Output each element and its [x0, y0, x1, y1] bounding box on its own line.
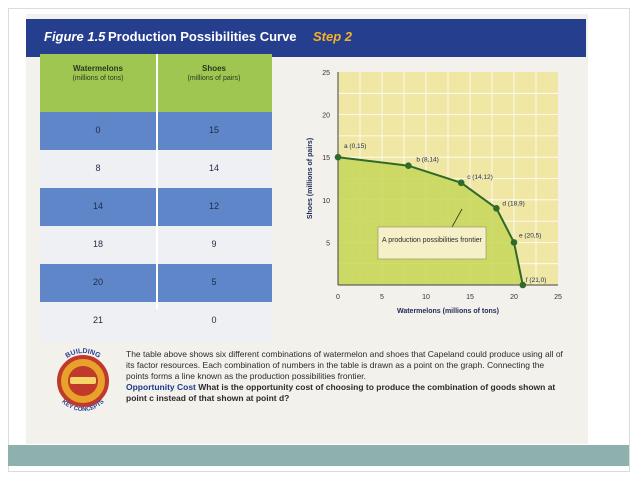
data-point: [510, 239, 518, 246]
y-tick-label: 10: [322, 198, 330, 205]
x-tick-label: 5: [380, 294, 384, 301]
annotation-pointer: [451, 208, 463, 228]
cell-watermelons: 0: [95, 125, 101, 135]
header-shoes-unit: (millions of pairs): [187, 75, 241, 82]
point-label: f (21,0): [526, 277, 547, 284]
cell-shoes: 9: [211, 239, 217, 249]
caption-body: The table above shows six different comb…: [126, 349, 563, 381]
x-tick-label: 15: [466, 294, 474, 301]
ppf-chart: 0 5 10 15 20 25 5 10 15 20 25 a (0,15) b (8,14) c (1…: [307, 70, 562, 315]
y-tick-label: 15: [322, 155, 330, 162]
caption: The table above shows six different comb…: [126, 349, 566, 404]
y-tick-label: 25: [322, 70, 330, 77]
data-point: [457, 179, 465, 187]
point-label: c (14,12): [467, 174, 493, 181]
ppf-curve: [337, 156, 524, 286]
x-tick-label: 25: [554, 294, 562, 301]
data-points: a (0,15) b (8,14) c (14,12) d (18,9) e (20,5…: [334, 143, 547, 289]
question-label: Opportunity Cost: [126, 382, 196, 392]
x-tick-label: 10: [422, 294, 430, 301]
figure-title: Production Possibilities Curve: [108, 29, 297, 44]
slide-footer-band: [8, 445, 629, 466]
annotation-text: A production possibilities frontier: [382, 237, 483, 244]
cell-shoes: 14: [208, 163, 219, 173]
data-point: [334, 153, 342, 161]
annotation: A production possibilities frontier: [377, 208, 487, 260]
cell-shoes: 15: [208, 125, 219, 135]
y-axis-label: Shoes (millions of pairs): [307, 138, 314, 219]
figure-step: Step 2: [313, 29, 353, 44]
header-watermelons-unit: (millions of tons): [72, 75, 124, 82]
header-shoes: Shoes (millions of pairs): [156, 64, 272, 84]
textbook-page: Figure 1.5 Production Possibilities Curv…: [26, 14, 588, 444]
x-axis-label: Watermelons (millions of tons): [397, 308, 499, 315]
figure-label: Figure 1.5: [44, 29, 106, 44]
x-tick-label: 0: [336, 294, 340, 301]
cell-shoes: 0: [211, 315, 217, 325]
cell-watermelons: 21: [92, 315, 103, 325]
cell-shoes: 12: [208, 201, 219, 211]
cell-watermelons: 8: [95, 163, 101, 173]
figure-header: Figure 1.5 Production Possibilities Curv…: [26, 19, 586, 57]
header-shoes-title: Shoes: [201, 64, 226, 73]
cell-shoes: 5: [211, 277, 217, 287]
building-key-concepts-badge: BUILDING KEY CONCEPTS: [57, 348, 109, 413]
cell-watermelons: 18: [92, 239, 103, 249]
cell-watermelons: 20: [92, 277, 103, 287]
header-watermelons-title: Watermelons: [73, 64, 123, 73]
key-icon: [70, 377, 96, 384]
cell-watermelons: 14: [92, 201, 103, 211]
point-label: d (18,9): [502, 200, 524, 207]
data-point: [405, 162, 412, 170]
table-column-divider: [156, 54, 158, 309]
data-table: Watermelons (millions of tons) Shoes (mi…: [40, 54, 272, 342]
y-tick-label: 20: [322, 113, 330, 120]
point-label: b (8,14): [416, 157, 438, 164]
y-tick-label: 5: [326, 240, 330, 247]
data-point: [493, 205, 500, 212]
annotation-box: [377, 226, 487, 260]
data-point: [519, 281, 527, 289]
header-watermelons: Watermelons (millions of tons): [40, 64, 156, 84]
question-text: What is the opportunity cost of choosing…: [126, 382, 556, 403]
point-label: a (0,15): [344, 143, 366, 150]
x-tick-label: 20: [510, 294, 518, 301]
point-label: e (20,5): [519, 232, 541, 239]
